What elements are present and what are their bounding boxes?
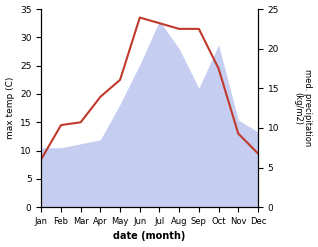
X-axis label: date (month): date (month) (114, 231, 186, 242)
Y-axis label: med. precipitation
(kg/m2): med. precipitation (kg/m2) (293, 69, 313, 147)
Y-axis label: max temp (C): max temp (C) (5, 77, 15, 139)
